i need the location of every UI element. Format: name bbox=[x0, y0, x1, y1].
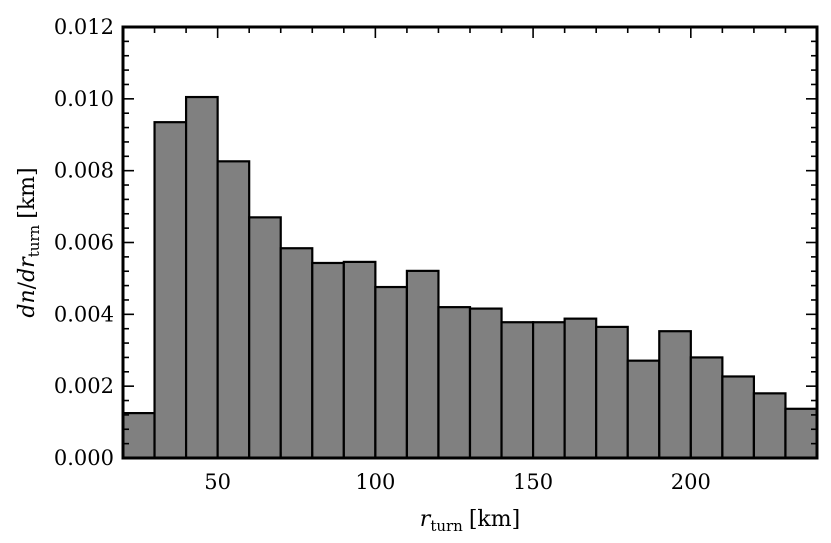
y-tick-label: 0.000 bbox=[54, 446, 114, 470]
histogram-bar bbox=[658, 330, 692, 460]
y-tick-label: 0.002 bbox=[54, 374, 114, 398]
histogram-bar bbox=[595, 325, 629, 460]
histogram-bar bbox=[531, 321, 566, 460]
histogram-bar bbox=[563, 317, 598, 460]
y-axis-label-sub: turn bbox=[25, 224, 43, 257]
y-tick-label: 0.010 bbox=[54, 87, 114, 111]
y-axis-label-den: dr bbox=[15, 256, 40, 282]
histogram-bar bbox=[500, 321, 535, 460]
histogram-bar bbox=[689, 356, 724, 460]
y-axis-label: dn/drturn[km] bbox=[15, 167, 43, 317]
histogram-bar bbox=[311, 261, 345, 460]
y-tick-label: 0.006 bbox=[54, 231, 114, 255]
x-axis-label: rturn [km] bbox=[420, 507, 520, 535]
y-axis-label-num: dn bbox=[15, 289, 40, 317]
histogram-bar bbox=[784, 407, 819, 460]
histogram-bar bbox=[752, 392, 787, 460]
histogram-bar bbox=[721, 375, 756, 460]
y-tick-label: 0.004 bbox=[54, 302, 114, 326]
histogram-bar bbox=[374, 285, 409, 460]
y-tick-label: 0.012 bbox=[54, 15, 114, 39]
x-tick-label: 100 bbox=[355, 470, 395, 494]
histogram-bar bbox=[437, 306, 472, 460]
x-axis-label-sub: turn bbox=[430, 517, 463, 535]
histogram-bar bbox=[184, 95, 219, 460]
histogram-bar bbox=[279, 247, 314, 460]
histogram-bar bbox=[153, 121, 188, 460]
histogram-bar bbox=[216, 160, 251, 460]
y-axis-label-unit: [km] bbox=[15, 167, 40, 218]
x-tick-label: 50 bbox=[204, 470, 231, 494]
y-tick-label: 0.008 bbox=[54, 159, 114, 183]
histogram-bar bbox=[248, 216, 282, 460]
histogram-bar bbox=[405, 269, 440, 460]
histogram-bar bbox=[626, 359, 661, 460]
histogram-bar bbox=[468, 307, 503, 460]
histogram-bar bbox=[121, 412, 156, 460]
x-axis-label-unit: [km] bbox=[469, 507, 520, 532]
plot-frame bbox=[121, 25, 819, 460]
x-tick-label: 200 bbox=[671, 470, 711, 494]
tick-labels-group: 50 100 150 200 0.000 0.002 0.004 0.006 0.008 0.01… bbox=[54, 15, 711, 494]
histogram-bar bbox=[342, 260, 377, 460]
x-tick-label: 150 bbox=[513, 470, 553, 494]
bars-group bbox=[121, 95, 819, 460]
x-axis-label-var: r bbox=[420, 507, 432, 532]
